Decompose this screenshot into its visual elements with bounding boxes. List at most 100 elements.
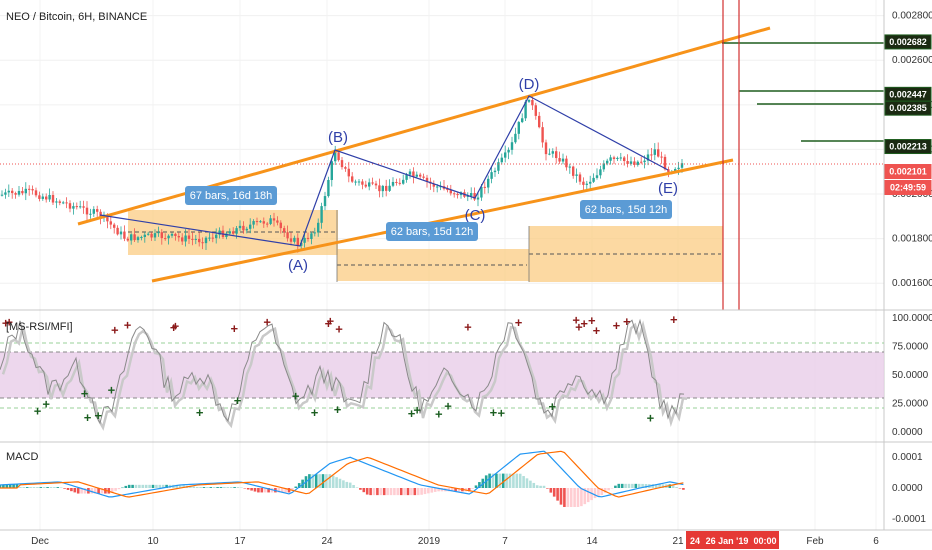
candle-body	[480, 186, 483, 198]
candle-body	[585, 183, 588, 185]
candle-body	[425, 177, 429, 182]
macd-histogram-bar	[124, 485, 128, 488]
candle-body	[235, 228, 238, 234]
macd-histogram-bar	[617, 483, 621, 488]
macd-histogram-bar	[386, 488, 389, 496]
macd-histogram-bar	[199, 487, 202, 488]
price-tag-label: 0.002385	[889, 103, 927, 113]
rsi-cross-marker: +	[613, 318, 621, 333]
candle-body	[483, 186, 486, 188]
candle-body	[629, 161, 633, 164]
candle-body	[147, 233, 150, 235]
macd-histogram-bar	[433, 488, 437, 492]
candle-body	[0, 194, 4, 196]
wave-label-c: (C)	[465, 207, 486, 224]
candle-body	[116, 227, 119, 235]
candle-body	[323, 196, 327, 207]
macd-histogram-bar	[25, 487, 29, 488]
time-tags: 24 26 Jan '19 00:00	[686, 531, 779, 549]
rsi-cross-marker: +	[444, 398, 452, 413]
time-axis[interactable]: Dec 10 17 24 2019 7 14 21 Feb 6	[31, 536, 879, 547]
macd-histogram-bar	[420, 488, 423, 495]
price-tick-label: 0.001800	[892, 234, 932, 245]
channel-lower-line[interactable]	[151, 158, 734, 283]
rsi-title: [MS-RSI/MFI]	[6, 321, 73, 333]
candle-body	[215, 234, 218, 239]
candle-body	[194, 238, 197, 240]
macd-histogram-bar	[117, 488, 121, 490]
macd-histogram-bar	[365, 488, 369, 495]
macd-histogram-bar	[63, 488, 66, 489]
macd-histogram-bar	[556, 488, 559, 501]
candle-body	[595, 175, 599, 178]
macd-histogram-bar	[59, 487, 63, 489]
macd-histogram-bar	[372, 488, 376, 496]
macd-histogram-bar	[19, 487, 22, 488]
candle-body	[633, 161, 636, 165]
candle-body	[28, 188, 31, 190]
candle-body	[126, 238, 129, 241]
macd-histogram-bar	[49, 487, 53, 488]
candle-body	[674, 169, 677, 172]
rsi-cross-marker: +	[263, 314, 271, 329]
macd-histogram-bar	[338, 478, 342, 488]
rsi-cross-marker: +	[5, 314, 13, 329]
candle-body	[371, 182, 374, 184]
time-tag-box	[703, 531, 751, 549]
candle-body	[174, 233, 177, 236]
macd-histogram-bar	[32, 487, 36, 488]
candle-body	[602, 163, 605, 170]
candle-body	[289, 238, 293, 242]
candle-body	[201, 242, 204, 244]
macd-histogram-bar	[600, 488, 604, 496]
candle-body	[422, 176, 425, 178]
candle-body	[262, 221, 265, 224]
candle-body	[677, 167, 680, 170]
macd-histogram-bar	[399, 488, 403, 496]
candle-body	[232, 231, 235, 234]
rsi-cross-marker: +	[172, 319, 180, 334]
macd-histogram-bar	[121, 487, 124, 489]
candle-body	[357, 181, 361, 183]
macd-histogram-bar	[291, 488, 294, 490]
measure-label-2: 62 bars, 15d 12h	[391, 226, 474, 238]
macd-histogram-bar	[90, 488, 94, 494]
macd-histogram-bar	[389, 488, 393, 496]
macd-tick-label: 0.0001	[892, 452, 923, 463]
rsi-cross-marker: +	[623, 314, 631, 329]
macd-histogram-bar	[471, 488, 474, 489]
rsi-axis[interactable]: 100.0000 75.0000 50.0000 25.0000 0.0000	[892, 313, 932, 438]
chart-title: NEO / Bitcoin, 6H, BINANCE	[6, 11, 147, 23]
macd-histogram-bar	[53, 487, 56, 488]
macd-histogram-bar	[36, 487, 39, 488]
macd-histogram-bar	[93, 488, 97, 494]
macd-histogram-bar	[257, 488, 260, 493]
rsi-cross-marker: +	[670, 312, 678, 327]
time-tick-label: Dec	[31, 536, 49, 547]
candle-body	[623, 157, 626, 162]
candle-body	[164, 238, 167, 240]
candle-body	[11, 190, 14, 194]
wave-polyline[interactable]	[99, 95, 669, 247]
candle-body	[31, 189, 34, 191]
candle-body	[510, 142, 514, 150]
candle-body	[521, 118, 524, 123]
price-tag-box	[884, 100, 932, 116]
macd-histogram-bar	[382, 488, 386, 496]
candle-body	[660, 156, 663, 158]
candle-body	[351, 176, 354, 182]
candle-body	[79, 206, 82, 208]
candle-body	[191, 238, 194, 240]
macd-histogram-bar	[158, 484, 162, 488]
candle-body	[364, 184, 367, 187]
macd-histogram-bar	[178, 484, 182, 488]
candle-body	[252, 221, 255, 225]
candle-body	[167, 235, 170, 239]
rsi-cross-marker: +	[230, 321, 238, 336]
candle-body	[72, 206, 75, 209]
macd-histogram-bar	[212, 487, 216, 488]
price-tag-label: 0.002101	[889, 167, 927, 177]
macd-histogram-bar	[529, 480, 532, 488]
macd-axis[interactable]: 0.0001 0.0000 -0.0001	[892, 452, 926, 525]
